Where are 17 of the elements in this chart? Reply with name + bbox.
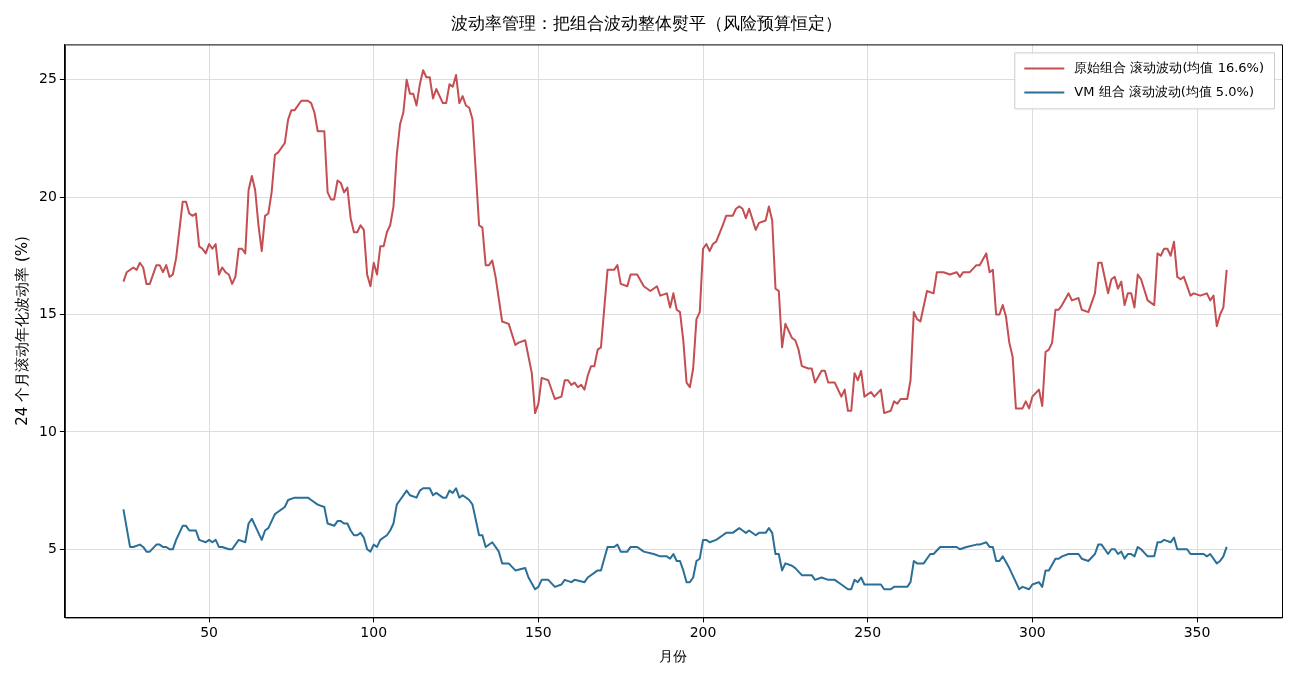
y-tick-label: 15	[38, 305, 57, 322]
y-tick-label: 20	[38, 187, 57, 204]
x-tick-label: 150	[525, 624, 552, 641]
x-tick-label: 350	[1183, 624, 1211, 641]
y-tick-label: 25	[38, 70, 57, 87]
y-axis-title: 24 个月滚动年化波动率 (%)	[12, 236, 31, 426]
x-axis-title: 月份	[659, 648, 688, 665]
x-tick-label: 50	[200, 624, 218, 641]
x-tick-label: 300	[1019, 624, 1046, 641]
x-tick-label: 100	[360, 624, 388, 641]
legend-label: 原始组合 滚动波动(均值 16.6%)	[1074, 59, 1265, 75]
y-tick-label: 5	[47, 539, 57, 556]
x-tick-label: 250	[854, 624, 882, 641]
chart-title: 波动率管理：把组合波动整体熨平（风险预算恒定）	[450, 12, 842, 33]
legend-label: VM 组合 滚动波动(均值 5.0%)	[1074, 83, 1254, 99]
x-tick-label: 200	[689, 624, 717, 641]
y-tick-label: 10	[38, 422, 57, 439]
